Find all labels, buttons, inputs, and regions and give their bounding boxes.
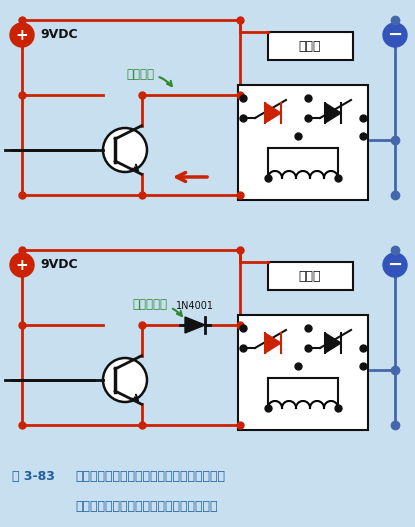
Bar <box>238 85 368 200</box>
Text: 阻断时，二极管能防止电流反向流入晶体管: 阻断时，二极管能防止电流反向流入晶体管 <box>75 501 217 513</box>
Text: 可以添加一个二极管，当报警器锁定、晶体管: 可以添加一个二极管，当报警器锁定、晶体管 <box>75 471 225 483</box>
Circle shape <box>103 358 147 402</box>
Text: 电流回溯: 电流回溯 <box>126 69 172 86</box>
Text: +: + <box>16 258 28 272</box>
Polygon shape <box>265 333 281 353</box>
Circle shape <box>10 253 34 277</box>
Bar <box>268 262 353 290</box>
Text: 报警器: 报警器 <box>299 40 321 53</box>
Polygon shape <box>325 333 341 353</box>
Text: +: + <box>16 27 28 43</box>
Circle shape <box>383 253 407 277</box>
Text: 1N4001: 1N4001 <box>176 301 214 311</box>
Bar <box>238 315 368 430</box>
Text: −: − <box>388 26 403 44</box>
Text: 二极管阻流: 二极管阻流 <box>132 298 182 316</box>
Text: 图 3-83: 图 3-83 <box>12 471 55 483</box>
Text: 9VDC: 9VDC <box>40 28 78 42</box>
Text: 9VDC: 9VDC <box>40 259 78 271</box>
Text: −: − <box>388 256 403 274</box>
Circle shape <box>10 23 34 47</box>
Bar <box>268 32 353 60</box>
Polygon shape <box>325 103 341 123</box>
Circle shape <box>103 128 147 172</box>
Polygon shape <box>185 317 205 333</box>
Text: 报警器: 报警器 <box>299 269 321 282</box>
Circle shape <box>383 23 407 47</box>
Polygon shape <box>265 103 281 123</box>
